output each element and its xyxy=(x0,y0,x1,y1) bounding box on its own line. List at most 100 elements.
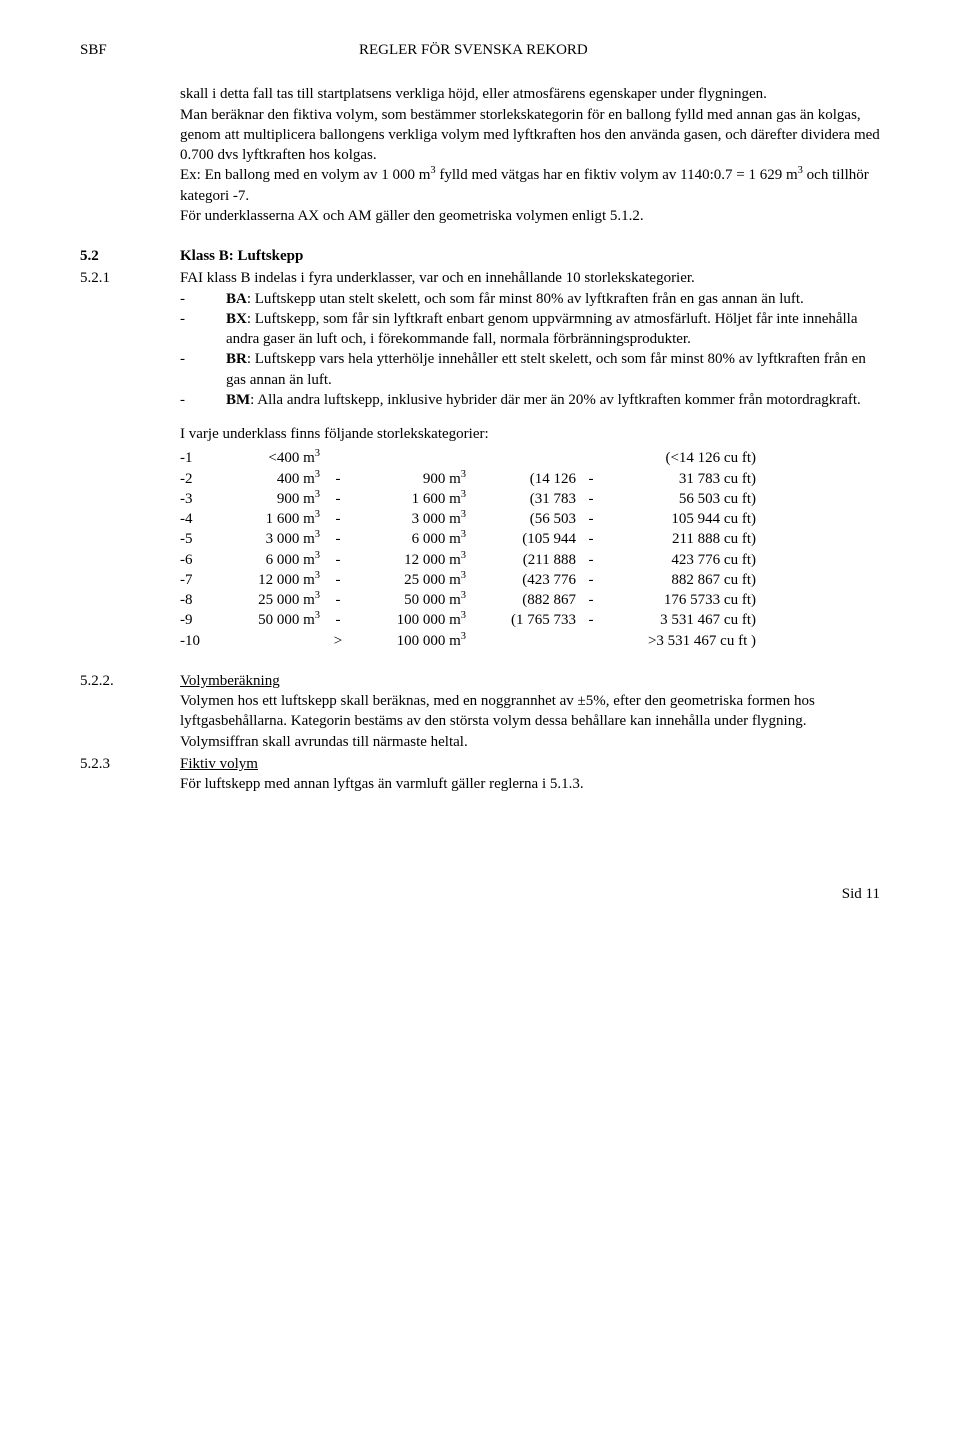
col-paren-dash: - xyxy=(576,489,606,509)
table-row: -66 000 m3-12 000 m3(211 888-423 776 cu … xyxy=(180,550,880,570)
section-text: För luftskepp med annan lyftgas än varml… xyxy=(180,774,880,794)
desc: : Luftskepp, som får sin lyftkraft enbar… xyxy=(226,311,858,347)
col-dash: > xyxy=(320,631,356,651)
ex-part1: Ex: En ballong med en volym av 1 000 m xyxy=(180,167,430,183)
section-5-2: 5.2 Klass B: Luftskepp xyxy=(80,246,880,266)
col-index: -8 xyxy=(180,590,220,610)
col-paren-to: (<14 126 cu ft) xyxy=(606,448,756,468)
table-row: -825 000 m3-50 000 m3(882 867-176 5733 c… xyxy=(180,590,880,610)
col-index: -9 xyxy=(180,610,220,630)
col-paren-to: >3 531 467 cu ft ) xyxy=(606,631,756,651)
col-paren-to: 105 944 cu ft) xyxy=(606,509,756,529)
col-paren-dash: - xyxy=(576,590,606,610)
col-to: 25 000 m3 xyxy=(356,570,466,590)
label: BR xyxy=(226,351,247,367)
intro-example: Ex: En ballong med en volym av 1 000 m3 … xyxy=(180,165,880,206)
section-number: 5.2 xyxy=(80,246,180,266)
s521-text: FAI klass B indelas i fyra underklasser,… xyxy=(180,268,880,288)
col-paren-dash xyxy=(576,448,606,468)
col-paren-from: (14 126 xyxy=(466,469,576,489)
table-row: -41 600 m3-3 000 m3(56 503-105 944 cu ft… xyxy=(180,509,880,529)
col-paren-from: (882 867 xyxy=(466,590,576,610)
label: BA xyxy=(226,291,247,307)
table-row: -1<400 m3 (<14 126 cu ft) xyxy=(180,448,880,468)
list-text: BM: Alla andra luftskepp, inklusive hybr… xyxy=(226,390,880,410)
col-from: 50 000 m3 xyxy=(220,610,320,630)
col-dash: - xyxy=(320,489,356,509)
section-text: Volymen hos ett luftskepp skall beräknas… xyxy=(180,691,880,752)
section-5-2-3: 5.2.3 Fiktiv volym För luftskepp med ann… xyxy=(80,754,880,795)
col-from: 3 000 m3 xyxy=(220,529,320,549)
col-index: -1 xyxy=(180,448,220,468)
col-dash: - xyxy=(320,550,356,570)
size-category-table: -1<400 m3(<14 126 cu ft)-2400 m3-900 m3(… xyxy=(180,448,880,651)
section-body: Fiktiv volym För luftskepp med annan lyf… xyxy=(180,754,880,795)
page-header: SBF REGLER FÖR SVENSKA REKORD xyxy=(80,40,880,60)
col-paren-dash: - xyxy=(576,509,606,529)
section-number: 5.2.3 xyxy=(80,754,180,795)
col-from: <400 m3 xyxy=(220,448,320,468)
col-paren-dash: - xyxy=(576,529,606,549)
desc: : Alla andra luftskepp, inklusive hybrid… xyxy=(250,392,861,408)
col-from: 12 000 m3 xyxy=(220,570,320,590)
col-paren-from: (56 503 xyxy=(466,509,576,529)
col-paren-from: (1 765 733 xyxy=(466,610,576,630)
dash-icon: - xyxy=(180,390,226,410)
dash-icon: - xyxy=(180,289,226,309)
col-to: 12 000 m3 xyxy=(356,550,466,570)
col-from xyxy=(220,631,320,651)
section-body: Volymberäkning Volymen hos ett luftskepp… xyxy=(180,671,880,752)
col-to: 3 000 m3 xyxy=(356,509,466,529)
col-to: 6 000 m3 xyxy=(356,529,466,549)
col-to: 100 000 m3 xyxy=(356,631,466,651)
header-spacer xyxy=(840,40,880,60)
col-paren-to: 882 867 cu ft) xyxy=(606,570,756,590)
list-text: BX: Luftskepp, som får sin lyftkraft enb… xyxy=(226,309,880,350)
table-row: -2400 m3-900 m3(14 126-31 783 cu ft) xyxy=(180,469,880,489)
col-dash: - xyxy=(320,610,356,630)
label: BX xyxy=(226,311,247,327)
col-to: 900 m3 xyxy=(356,469,466,489)
col-index: -7 xyxy=(180,570,220,590)
col-index: -6 xyxy=(180,550,220,570)
col-paren-from: (31 783 xyxy=(466,489,576,509)
section-body: FAI klass B indelas i fyra underklasser,… xyxy=(180,268,880,651)
table-row: -712 000 m3-25 000 m3(423 776-882 867 cu… xyxy=(180,570,880,590)
col-dash: - xyxy=(320,509,356,529)
intro-p2a: Man beräknar den fiktiva volym, som best… xyxy=(180,107,880,164)
table-row: -10>100 000 m3>3 531 467 cu ft ) xyxy=(180,631,880,651)
intro-p1: skall i detta fall tas till startplatsen… xyxy=(180,84,880,104)
spacer xyxy=(80,653,880,671)
table-row: -950 000 m3-100 000 m3(1 765 733-3 531 4… xyxy=(180,610,880,630)
list-item-br: - BR: Luftskepp vars hela ytterhölje inn… xyxy=(180,349,880,390)
desc: : Luftskepp vars hela ytterhölje innehål… xyxy=(226,351,866,387)
col-dash: - xyxy=(320,570,356,590)
intro-p2: Man beräknar den fiktiva volym, som best… xyxy=(180,105,880,166)
col-from: 900 m3 xyxy=(220,489,320,509)
col-paren-to: 31 783 cu ft) xyxy=(606,469,756,489)
section-5-2-1: 5.2.1 FAI klass B indelas i fyra underkl… xyxy=(80,268,880,651)
section-title: Fiktiv volym xyxy=(180,754,880,774)
col-paren-to: 211 888 cu ft) xyxy=(606,529,756,549)
col-dash: - xyxy=(320,529,356,549)
col-paren-dash xyxy=(576,631,606,651)
label: BM xyxy=(226,392,250,408)
col-from: 25 000 m3 xyxy=(220,590,320,610)
col-paren-dash: - xyxy=(576,469,606,489)
col-dash: - xyxy=(320,590,356,610)
col-to: 100 000 m3 xyxy=(356,610,466,630)
col-paren-from: (423 776 xyxy=(466,570,576,590)
col-index: -3 xyxy=(180,489,220,509)
list-text: BA: Luftskepp utan stelt skelett, och so… xyxy=(226,289,880,309)
list-item-bm: - BM: Alla andra luftskepp, inklusive hy… xyxy=(180,390,880,410)
col-paren-from: (211 888 xyxy=(466,550,576,570)
col-paren-to: 56 503 cu ft) xyxy=(606,489,756,509)
col-paren-dash: - xyxy=(576,550,606,570)
list-text: BR: Luftskepp vars hela ytterhölje inneh… xyxy=(226,349,880,390)
header-left: SBF xyxy=(80,40,107,60)
table-row: -53 000 m3-6 000 m3(105 944-211 888 cu f… xyxy=(180,529,880,549)
list-item-bx: - BX: Luftskepp, som får sin lyftkraft e… xyxy=(180,309,880,350)
col-index: -2 xyxy=(180,469,220,489)
table-row: -3900 m3-1 600 m3(31 783-56 503 cu ft) xyxy=(180,489,880,509)
table-intro: I varje underklass finns följande storle… xyxy=(180,424,880,444)
